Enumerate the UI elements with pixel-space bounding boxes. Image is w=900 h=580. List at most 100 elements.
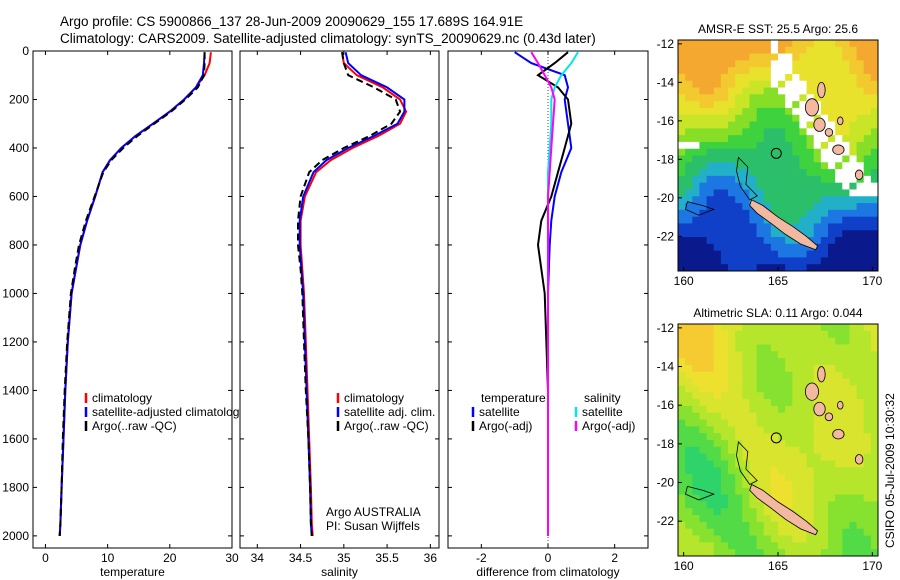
sst-map-grid-cell [742, 67, 750, 75]
sst-map-grid-cell [778, 53, 786, 61]
sst-map-grid-cell [828, 264, 836, 271]
sst-map-grid-cell [856, 107, 865, 116]
sst-map-grid-cell [806, 182, 815, 190]
sst-map-grid-cell [778, 60, 786, 68]
sla-map-grid-cell [828, 501, 836, 509]
sla-map-island-new-caledonia [749, 483, 819, 536]
sst-map-grid-cell [720, 80, 729, 88]
sst-map-grid-cell [720, 121, 729, 129]
sla-map-grid-cell [806, 515, 815, 523]
sst-map-grid-cell [849, 169, 857, 177]
sla-map-grid-cell [728, 378, 736, 386]
sla-map-grid-cell [756, 344, 765, 352]
sla-map-grid-cell [720, 515, 729, 523]
sst-map-grid-cell [820, 223, 829, 231]
sst-map-grid-cell [792, 196, 800, 204]
sla-map-grid-cell [778, 358, 786, 366]
sla-map-grid-cell [692, 324, 700, 332]
sla-map-grid-cell [856, 446, 865, 455]
sst-map-grid-cell [792, 155, 800, 163]
sst-map-grid-cell [792, 243, 800, 252]
sst-map-grid-cell [806, 40, 815, 48]
sla-map-grid-cell [706, 371, 715, 379]
sla-map-grid-cell [792, 337, 800, 345]
sst-map-grid-cell [742, 80, 750, 88]
sst-map-grid-cell [742, 155, 750, 163]
sla-map-argo-marker [770, 432, 782, 444]
sst-map-grid-cell [728, 257, 736, 265]
sst-map-grid-cell [870, 114, 878, 122]
sla-map-grid-cell [778, 487, 786, 495]
temperature-series-line-2 [58, 52, 206, 536]
sst-map-grid-cell [842, 169, 850, 177]
sla-map-grid-cell [713, 337, 722, 345]
sla-map-island-vanuatu [804, 382, 819, 401]
sla-map-grid-cell [842, 528, 850, 536]
sst-map-grid-cell [799, 80, 807, 88]
sla-map-grid-cell [735, 440, 743, 448]
sla-map-grid-cell [806, 426, 815, 434]
sst-map-grid-cell [828, 169, 836, 177]
sla-map-grid-cell [785, 371, 793, 379]
sst-map-grid-cell [785, 162, 793, 170]
sla-map-grid-cell [778, 399, 786, 407]
sla-map-grid-cell [770, 399, 779, 407]
sla-map-grid-cell [799, 419, 807, 427]
sla-map-grid-cell [763, 351, 772, 359]
sst-map-grid-cell [735, 169, 743, 177]
sla-map-grid-cell [828, 364, 836, 373]
sst-map-grid-cell [699, 223, 707, 231]
sst-map-grid-cell [770, 121, 779, 129]
sst-map-grid-cell [763, 73, 772, 82]
sla-map-grid-cell [749, 330, 757, 339]
sla-map-grid-cell [742, 392, 750, 400]
sla-map-grid-cell [756, 358, 765, 366]
sst-map-grid-cell [749, 250, 757, 258]
sst-map-grid-cell [842, 114, 850, 122]
sla-map-grid-cell [863, 467, 872, 475]
sla-map-grid-cell [692, 487, 700, 495]
sla-map-grid-cell [692, 508, 700, 516]
sst-map-grid-cell [806, 264, 815, 271]
sla-map-grid-cell [792, 371, 800, 379]
sst-map-grid-cell [699, 203, 707, 211]
sst-map-grid-cell [842, 40, 850, 48]
temperature-ytick-label: 2000 [2, 529, 29, 543]
sst-map-grid-cell [870, 175, 878, 184]
sst-map-xtick-label: 170 [862, 274, 882, 288]
sst-map-grid-cell [770, 73, 779, 82]
sst-map-grid-cell [692, 216, 700, 224]
sla-map-grid-cell [728, 501, 736, 509]
sla-map-grid-cell [813, 542, 822, 550]
sst-map-grid-cell [685, 175, 693, 184]
sst-map-grid-cell [678, 148, 686, 156]
sst-map-grid-cell [763, 40, 772, 48]
sst-map-grid-cell [870, 87, 878, 95]
sla-map-grid-cell [749, 446, 757, 455]
sst-map-grid-cell [720, 135, 729, 143]
sst-map-grid-cell [742, 60, 750, 68]
salinity-legend-label: Argo(..raw -QC) [344, 419, 429, 433]
sst-map-grid-cell [756, 264, 765, 271]
sst-map-grid-cell [756, 135, 765, 143]
sla-map-grid-cell [728, 487, 736, 495]
sst-map-grid-cell [756, 182, 765, 190]
sst-map-grid-cell [720, 203, 729, 211]
sla-map-grid-cell [720, 412, 729, 420]
sst-map-grid-cell [756, 141, 765, 150]
sla-map-grid-cell [806, 467, 815, 475]
sst-map-grid-cell [699, 196, 707, 204]
sst-map-grid-cell [713, 203, 722, 211]
sst-map-grid-cell [678, 189, 686, 197]
sla-map-grid-cell [870, 460, 878, 468]
sla-map-grid-cell [756, 378, 765, 386]
sst-map-grid-cell [828, 223, 836, 231]
sla-map-grid-cell [692, 371, 700, 379]
sla-map-grid-cell [728, 344, 736, 352]
sla-map-grid-cell [820, 330, 829, 339]
sla-map-grid-cell [806, 549, 815, 556]
sla-map-grid-cell [863, 392, 872, 400]
sst-map-grid-cell [870, 67, 878, 75]
sla-map-grid-cell [806, 487, 815, 495]
sla-map-grid-cell [685, 385, 693, 393]
